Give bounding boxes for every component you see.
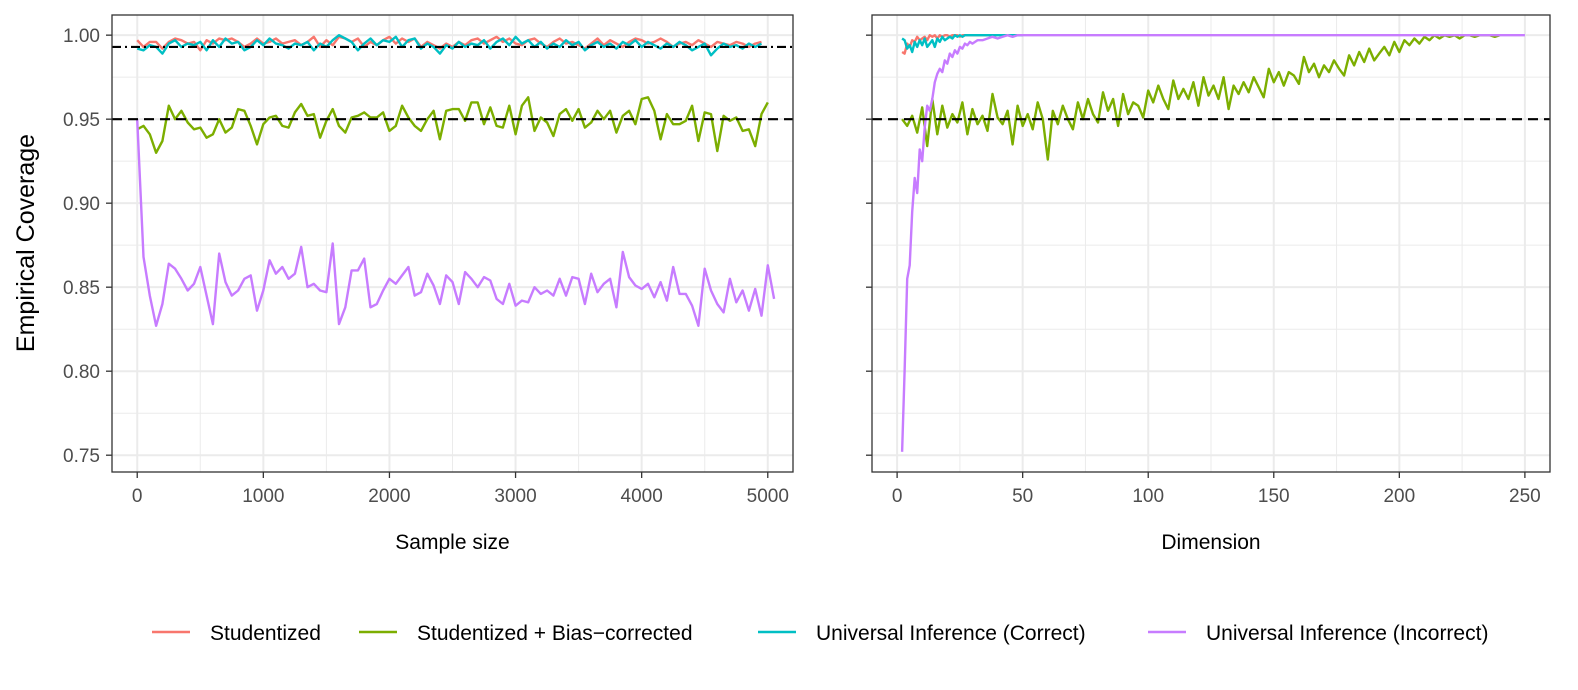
panel-dimension: 0 50 100 150 200 250 Dimension [866,14,1551,554]
x-tick-label: 0 [892,486,903,507]
x-tick-label: 250 [1509,486,1541,507]
x-tick-label: 1000 [242,486,284,507]
y-tick-label: 0.85 [63,278,100,299]
panel-border [871,14,1551,473]
y-tick-label: 1.00 [63,26,100,47]
legend-item-ui_correct: Universal Inference (Correct) [758,622,1086,645]
legend-item-bias_corrected: Studentized + Bias−corrected [359,622,693,645]
x-tick-label: 200 [1383,486,1415,507]
legend-item-studentized: Studentized [152,622,321,645]
series-line-ui_correct [901,34,1023,54]
panel-sample-size: 0 1000 2000 3000 4000 5000 0.75 0.80 0.85 0.90 0.9… [63,14,794,554]
series-line-ui_incorrect [900,34,1525,452]
series-line-bias_corrected [901,34,1501,161]
x-axis-title: Dimension [1161,531,1260,554]
x-axis-title: Sample size [395,531,509,554]
x-tick-label: 3000 [494,486,536,507]
x-tick-label: 5000 [747,486,789,507]
y-tick-label: 0.80 [63,362,100,383]
x-tick-label: 100 [1132,486,1164,507]
legend: Studentized Studentized + Bias−corrected U… [152,622,1488,645]
panel-border [111,14,794,473]
x-tick-label: 2000 [368,486,410,507]
series-line-bias_corrected [136,96,769,155]
x-tick-label: 50 [1012,486,1033,507]
x-tick-label: 4000 [621,486,663,507]
legend-label-ui_incorrect: Universal Inference (Incorrect) [1206,622,1488,645]
y-axis-title: Empirical Coverage [12,134,40,352]
legend-label-studentized: Studentized [210,622,321,645]
y-tick-label: 0.95 [63,110,100,131]
legend-label-ui_correct: Universal Inference (Correct) [816,622,1086,645]
series-line-ui_incorrect [136,119,776,327]
legend-item-ui_incorrect: Universal Inference (Incorrect) [1148,622,1488,645]
y-tick-label: 0.90 [63,194,100,215]
y-tick-label: 0.75 [63,446,100,467]
legend-label-bias_corrected: Studentized + Bias−corrected [417,622,693,645]
x-tick-label: 0 [132,486,143,507]
x-tick-label: 150 [1258,486,1290,507]
